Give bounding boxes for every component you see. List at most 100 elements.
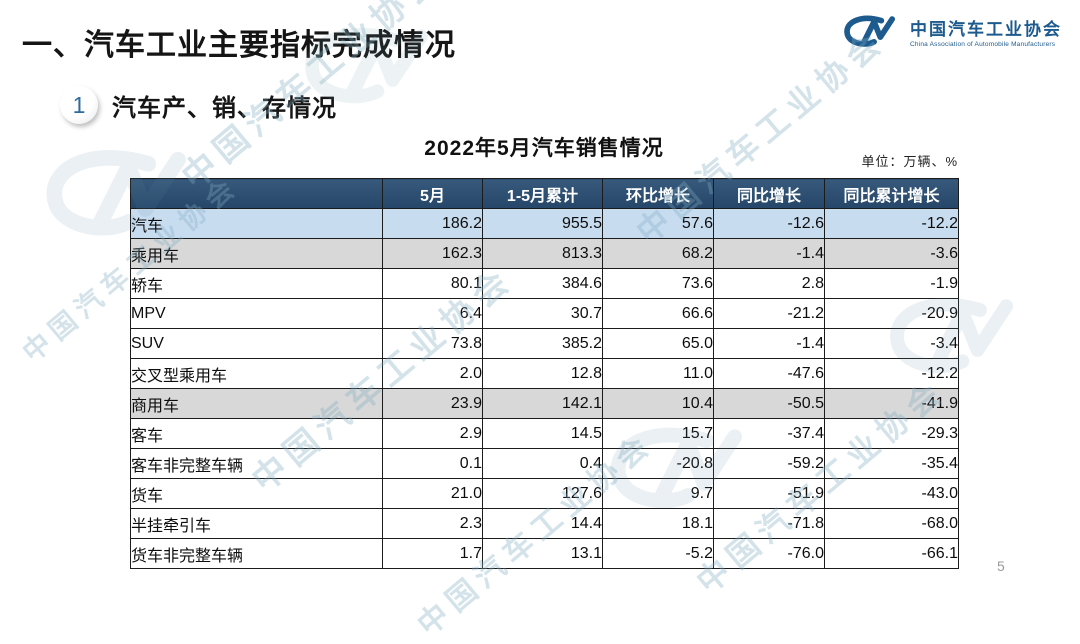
table-row: 货车 21.0 127.6 9.7 -51.9 -43.0 [130,478,959,509]
table-row: 汽车 186.2 955.5 57.6 -12.6 -12.2 [130,208,959,239]
row-label: 半挂牵引车 [130,508,383,539]
col-header-yoy-growth: 同比增长 [713,178,825,209]
row-label: 货车 [130,478,383,509]
row-value: 1.7 [382,538,483,569]
row-value: 0.4 [482,448,603,479]
row-value: -12.6 [713,208,825,239]
row-value: 0.1 [382,448,483,479]
row-value: 2.0 [382,358,483,389]
unit-note: 单位：万辆、% [861,154,958,169]
logo-name-en: China Association of Automobile Manufact… [910,41,1056,49]
section-title: 汽车产、销、存情况 [112,94,337,122]
row-value: -12.2 [824,208,959,239]
table-row: 乘用车 162.3 813.3 68.2 -1.4 -3.6 [130,238,959,269]
col-header-may: 5月 [382,178,483,209]
row-value: 15.7 [602,418,714,449]
row-value: 2.8 [713,268,825,299]
col-header-jan-may-total: 1-5月累计 [482,178,603,209]
row-value: 162.3 [382,238,483,269]
page-title: 一、汽车工业主要指标完成情况 [22,29,456,62]
table-body: 汽车 186.2 955.5 57.6 -12.6 -12.2 乘用车 162.3 813.3 6… [130,208,959,569]
table-row: 轿车 80.1 384.6 73.6 2.8 -1.9 [130,268,959,299]
row-value: 18.1 [602,508,714,539]
row-value: -1.4 [713,238,825,269]
row-label: 商用车 [130,388,383,419]
table-row: 客车 2.9 14.5 15.7 -37.4 -29.3 [130,418,959,449]
table-row: 交叉型乘用车 2.0 12.8 11.0 -47.6 -12.2 [130,358,959,389]
row-value: -43.0 [824,478,959,509]
section-number-badge: 1 [60,86,98,124]
row-value: 11.0 [602,358,714,389]
table-row: 客车非完整车辆 0.1 0.4 -20.8 -59.2 -35.4 [130,448,959,479]
row-label: 交叉型乘用车 [130,358,383,389]
row-value: -29.3 [824,418,959,449]
row-value: 12.8 [482,358,603,389]
table-row: 货车非完整车辆 1.7 13.1 -5.2 -76.0 -66.1 [130,538,959,569]
row-value: 385.2 [482,328,603,359]
table-row: 商用车 23.9 142.1 10.4 -50.5 -41.9 [130,388,959,419]
row-value: -76.0 [713,538,825,569]
row-value: -50.5 [713,388,825,419]
col-header-mom-growth: 环比增长 [602,178,714,209]
row-value: 73.8 [382,328,483,359]
row-label: 客车非完整车辆 [130,448,383,479]
row-label: 客车 [130,418,383,449]
row-value: 21.0 [382,478,483,509]
row-value: -41.9 [824,388,959,419]
sales-table: 5月 1-5月累计 环比增长 同比增长 同比累计增长 汽车 186.2 955.5 5… [130,178,959,569]
row-value: 30.7 [482,298,603,329]
row-label: 货车非完整车辆 [130,538,383,569]
row-value: 6.4 [382,298,483,329]
row-value: -51.9 [713,478,825,509]
row-value: 2.9 [382,418,483,449]
row-value: 2.3 [382,508,483,539]
page-number: 5 [997,558,1005,574]
row-value: -20.9 [824,298,959,329]
row-value: 13.1 [482,538,603,569]
row-value: -71.8 [713,508,825,539]
row-value: 23.9 [382,388,483,419]
row-value: -12.2 [824,358,959,389]
row-label: 汽车 [130,208,383,239]
row-value: -66.1 [824,538,959,569]
row-value: 955.5 [482,208,603,239]
row-value: 65.0 [602,328,714,359]
caam-logo-icon [840,12,902,57]
row-value: -3.4 [824,328,959,359]
logo-text: 中国汽车工业协会 China Association of Automobile… [910,19,1062,49]
row-value: 66.6 [602,298,714,329]
col-header-yoy-cum-growth: 同比累计增长 [824,178,959,209]
row-value: -1.9 [824,268,959,299]
row-label: 乘用车 [130,238,383,269]
table-title: 2022年5月汽车销售情况 [424,137,664,160]
row-value: 80.1 [382,268,483,299]
row-value: 73.6 [602,268,714,299]
row-value: 384.6 [482,268,603,299]
logo-name-cn: 中国汽车工业协会 [910,19,1062,39]
row-value: 9.7 [602,478,714,509]
table-header: 5月 1-5月累计 环比增长 同比增长 同比累计增长 [130,178,959,209]
row-value: -37.4 [713,418,825,449]
association-logo: 中国汽车工业协会 China Association of Automobile… [840,12,1062,57]
table-row: MPV 6.4 30.7 66.6 -21.2 -20.9 [130,298,959,329]
col-header-category [130,178,383,209]
table-header-row: 5月 1-5月累计 环比增长 同比增长 同比累计增长 [130,178,959,209]
row-value: 14.5 [482,418,603,449]
row-value: 186.2 [382,208,483,239]
row-value: -21.2 [713,298,825,329]
row-value: -47.6 [713,358,825,389]
row-value: -20.8 [602,448,714,479]
row-value: -35.4 [824,448,959,479]
row-value: 57.6 [602,208,714,239]
row-value: 142.1 [482,388,603,419]
row-value: -68.0 [824,508,959,539]
row-value: 14.4 [482,508,603,539]
row-label: 轿车 [130,268,383,299]
row-value: 10.4 [602,388,714,419]
row-value: -59.2 [713,448,825,479]
row-label: MPV [130,298,383,329]
row-value: 813.3 [482,238,603,269]
row-value: -1.4 [713,328,825,359]
table-row: SUV 73.8 385.2 65.0 -1.4 -3.4 [130,328,959,359]
row-value: -5.2 [602,538,714,569]
